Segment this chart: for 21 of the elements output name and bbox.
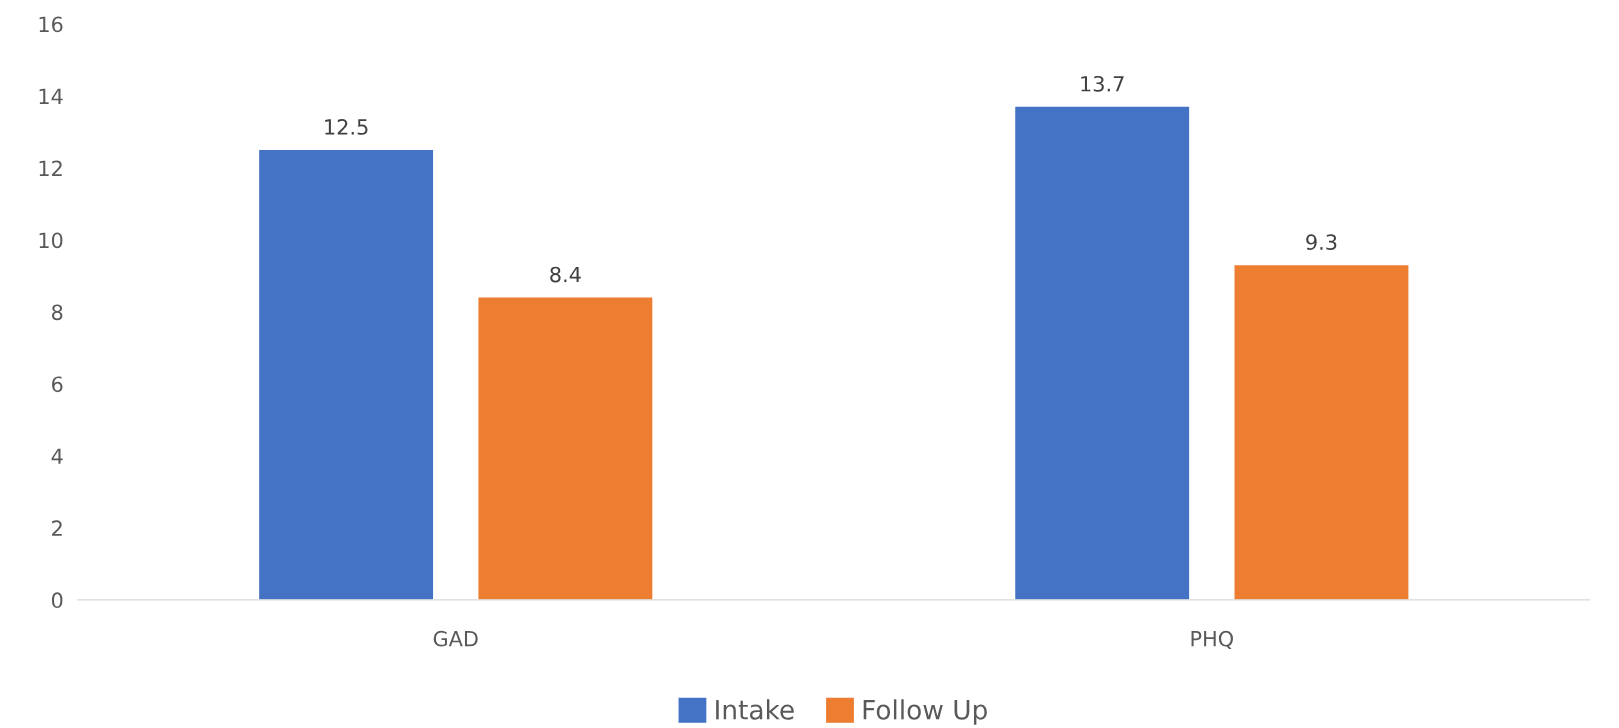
y-tick-label: 12 [39, 160, 62, 176]
legend-label: Intake [716, 699, 794, 720]
bar [478, 297, 653, 600]
legend-label: Follow Up [863, 699, 987, 725]
y-tick-label: 6 [52, 376, 63, 393]
data-label: 8.4 [550, 266, 581, 283]
x-tick-label: GAD [433, 630, 478, 647]
y-tick-label: 2 [52, 520, 62, 536]
y-tick-label: 0 [51, 592, 63, 609]
data-label: 12.5 [325, 119, 368, 135]
y-tick-label: 14 [39, 88, 63, 104]
y-tick-label: 4 [51, 448, 63, 464]
bar [1015, 106, 1190, 600]
x-tick-label: PHQ [1191, 630, 1233, 649]
y-tick-label: 10 [39, 232, 63, 249]
data-label: 13.7 [1081, 75, 1124, 92]
y-tick-label: 16 [39, 16, 63, 33]
bar [1234, 265, 1409, 600]
bar [259, 149, 434, 600]
data-label: 9.3 [1306, 234, 1337, 251]
y-tick-label: 8 [51, 304, 63, 321]
